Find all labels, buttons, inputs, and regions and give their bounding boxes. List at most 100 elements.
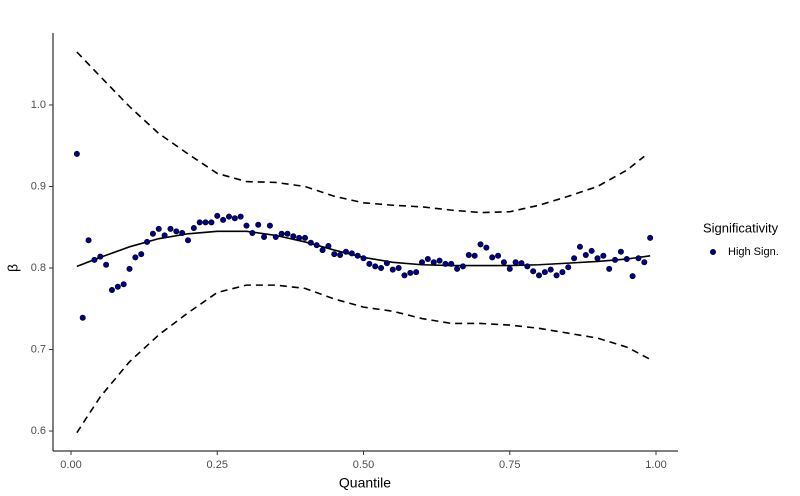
point <box>641 259 648 266</box>
point <box>185 237 192 244</box>
point <box>582 251 589 258</box>
x-tick-label: 0.50 <box>353 459 374 471</box>
point <box>383 260 390 267</box>
point <box>103 261 110 268</box>
point <box>413 269 420 276</box>
point <box>500 259 507 266</box>
point <box>220 216 227 223</box>
legend-title: Significativity <box>703 220 779 235</box>
point <box>202 219 209 226</box>
point <box>325 242 332 249</box>
point <box>378 265 385 272</box>
point <box>231 215 238 222</box>
point <box>600 252 607 259</box>
point <box>190 225 197 232</box>
x-tick-label: 0.25 <box>207 459 228 471</box>
point <box>366 260 373 267</box>
point <box>576 243 583 250</box>
x-tick-label: 0.75 <box>499 459 520 471</box>
point <box>471 252 478 259</box>
point <box>459 263 466 270</box>
point <box>407 269 414 276</box>
point <box>114 283 121 290</box>
point <box>442 260 449 267</box>
point <box>284 230 291 237</box>
point <box>419 259 426 266</box>
point <box>132 254 139 261</box>
point <box>208 219 215 226</box>
y-tick-label: 1.0 <box>31 99 46 111</box>
legend-label: High Sign. <box>728 246 779 258</box>
point <box>612 256 619 263</box>
point <box>454 265 461 272</box>
point <box>348 250 355 257</box>
point <box>225 213 232 220</box>
point <box>79 314 86 321</box>
point <box>629 273 636 280</box>
point <box>495 252 502 259</box>
point <box>155 225 162 232</box>
point <box>565 264 572 271</box>
point <box>401 272 408 279</box>
point <box>85 237 92 244</box>
point <box>97 253 104 260</box>
point <box>389 266 396 273</box>
confidence-band <box>76 51 645 214</box>
point <box>290 233 297 240</box>
point <box>483 244 490 251</box>
point <box>436 257 443 264</box>
point <box>319 247 326 254</box>
y-tick-label: 0.7 <box>31 343 46 355</box>
point <box>266 222 273 229</box>
point <box>237 213 244 220</box>
point <box>278 230 285 237</box>
point <box>448 260 455 267</box>
point <box>518 260 525 267</box>
point <box>541 269 548 276</box>
point <box>536 272 543 279</box>
point <box>465 251 472 258</box>
point <box>530 268 537 275</box>
point <box>477 241 484 248</box>
point <box>149 230 156 237</box>
point <box>255 221 262 228</box>
point <box>144 238 151 245</box>
point <box>588 247 595 254</box>
point <box>73 150 80 157</box>
point <box>126 265 133 272</box>
point <box>524 263 531 270</box>
point <box>138 251 145 258</box>
point <box>354 252 361 259</box>
point <box>489 254 496 261</box>
y-tick-label: 0.8 <box>31 262 46 274</box>
point <box>108 287 115 294</box>
point <box>342 248 349 255</box>
point <box>547 266 554 273</box>
point <box>307 239 314 246</box>
point <box>372 263 379 270</box>
point <box>179 229 186 236</box>
point <box>91 256 98 263</box>
point <box>512 259 519 266</box>
x-axis-title: Quantile <box>339 475 391 491</box>
y-tick-label: 0.6 <box>31 425 46 437</box>
point <box>296 234 303 241</box>
point <box>553 272 560 279</box>
point <box>196 219 203 226</box>
point <box>506 265 513 272</box>
point <box>571 255 578 262</box>
point <box>167 225 174 232</box>
point <box>647 234 654 241</box>
confidence-band <box>76 284 651 434</box>
x-tick-label: 0.00 <box>60 459 81 471</box>
point <box>360 255 367 262</box>
point <box>272 234 279 241</box>
point <box>261 234 268 241</box>
point <box>243 222 250 229</box>
point <box>331 251 338 258</box>
point <box>249 229 256 236</box>
point <box>120 281 127 288</box>
y-axis-title: β <box>5 264 21 272</box>
point <box>395 265 402 272</box>
